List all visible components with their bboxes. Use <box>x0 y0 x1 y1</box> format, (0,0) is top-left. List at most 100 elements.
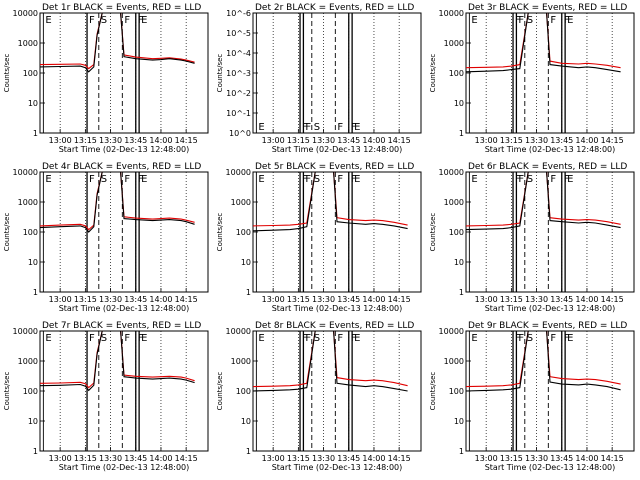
plot-frame <box>39 12 209 134</box>
y-axis-label: Counts/sec <box>429 213 437 252</box>
flag-label: F <box>564 333 570 344</box>
y-tick-label: 100 <box>449 228 464 237</box>
x-tick-label: 14:00 <box>149 454 172 463</box>
y-tick-label: 10^-6 <box>226 9 251 18</box>
flag-label: E <box>567 174 573 185</box>
x-tick-label: 14:15 <box>388 136 411 145</box>
flag-label: S <box>527 333 533 344</box>
series-line-lld <box>39 330 195 389</box>
x-tick-label: 13:45 <box>337 454 360 463</box>
y-tick-label: 10000 <box>439 168 464 177</box>
x-tick-label: 14:15 <box>175 295 198 304</box>
flag-label: E <box>567 333 573 344</box>
series-line-events <box>252 330 408 392</box>
series-line-lld <box>465 171 621 227</box>
flag-label: F <box>351 174 357 185</box>
x-axis-label: Start Time (02-Dec-13 12:48:00) <box>272 145 403 154</box>
x-axis-label: Start Time (02-Dec-13 12:48:00) <box>59 145 190 154</box>
flag-label: S <box>527 174 533 185</box>
y-tick-label: 1 <box>33 288 38 297</box>
y-tick-label: 1000 <box>231 198 251 207</box>
y-tick-label: 10000 <box>13 168 38 177</box>
x-tick-label: 14:00 <box>149 136 172 145</box>
series-line-lld <box>39 12 195 70</box>
x-tick-label: 13:00 <box>262 295 285 304</box>
x-tick-label: 13:15 <box>500 136 523 145</box>
series-line-lld <box>252 330 408 388</box>
x-tick-label: 14:00 <box>575 454 598 463</box>
flag-label: E <box>567 15 573 26</box>
series-line-events <box>252 171 408 232</box>
y-tick-label: 10 <box>454 417 464 426</box>
flag-label: E <box>141 15 147 26</box>
panel-title: Det 6r BLACK = Events, RED = LLD <box>468 162 627 172</box>
plot-frame <box>465 12 635 134</box>
x-tick-label: 14:00 <box>362 454 385 463</box>
series-line-events <box>465 330 621 392</box>
y-tick-label: 10000 <box>226 327 251 336</box>
x-tick-label: 14:15 <box>175 454 198 463</box>
y-tick-label: 10^-4 <box>226 49 251 58</box>
panel-title: Det 8r BLACK = Events, RED = LLD <box>255 321 414 331</box>
x-tick-label: 13:00 <box>262 454 285 463</box>
x-tick-label: 14:00 <box>362 136 385 145</box>
flag-label: E <box>258 174 264 185</box>
x-tick-label: 13:45 <box>124 136 147 145</box>
y-tick-label: 10000 <box>439 327 464 336</box>
y-tick-label: 1000 <box>18 198 38 207</box>
panel-title: Det 1r BLACK = Events, RED = LLD <box>42 3 201 13</box>
y-tick-label: 10 <box>28 99 38 108</box>
x-tick-label: 13:30 <box>99 454 122 463</box>
flag-label: F <box>351 122 357 133</box>
x-tick-label: 13:30 <box>525 295 548 304</box>
flag-label: F <box>515 333 521 344</box>
flag-label: F <box>515 15 521 26</box>
flag-label: F <box>518 333 524 344</box>
y-tick-label: 10000 <box>226 168 251 177</box>
series-line-lld <box>465 12 621 69</box>
flag-label: F <box>124 15 130 26</box>
y-tick-label: 10^-1 <box>226 109 251 118</box>
x-tick-label: 14:15 <box>601 295 624 304</box>
x-tick-label: 13:45 <box>124 295 147 304</box>
plot-frame <box>465 330 635 452</box>
x-tick-label: 13:30 <box>525 454 548 463</box>
y-tick-label: 10 <box>241 258 251 267</box>
y-axis-label: Counts/sec <box>3 54 11 93</box>
x-axis-label: Start Time (02-Dec-13 12:48:00) <box>485 145 616 154</box>
y-tick-label: 1 <box>246 447 251 456</box>
x-axis-label: Start Time (02-Dec-13 12:48:00) <box>485 304 616 313</box>
x-tick-label: 13:00 <box>475 295 498 304</box>
x-tick-label: 13:30 <box>525 136 548 145</box>
x-tick-label: 13:15 <box>500 454 523 463</box>
flag-label: E <box>471 174 477 185</box>
x-tick-label: 13:00 <box>49 295 72 304</box>
x-tick-label: 13:15 <box>287 454 310 463</box>
y-axis-label: Counts/sec <box>3 213 11 252</box>
panel-title: Det 9r BLACK = Events, RED = LLD <box>468 321 627 331</box>
x-axis-label: Start Time (02-Dec-13 12:48:00) <box>485 463 616 472</box>
x-tick-label: 13:15 <box>74 136 97 145</box>
series-line-events <box>39 12 195 73</box>
y-tick-label: 100 <box>23 228 38 237</box>
x-tick-label: 13:15 <box>74 454 97 463</box>
y-tick-label: 1000 <box>444 357 464 366</box>
flag-label: F <box>337 174 343 185</box>
flag-label: F <box>564 174 570 185</box>
flag-label: E <box>258 333 264 344</box>
x-tick-label: 14:15 <box>601 454 624 463</box>
flag-label: F <box>305 122 311 133</box>
series-line-events <box>465 12 621 73</box>
x-tick-label: 13:00 <box>49 454 72 463</box>
y-tick-label: 100 <box>23 387 38 396</box>
flag-label: S <box>527 15 533 26</box>
y-tick-label: 100 <box>236 387 251 396</box>
y-tick-label: 1000 <box>231 357 251 366</box>
flag-label: F <box>138 333 144 344</box>
flag-label: E <box>354 174 360 185</box>
flag-label: F <box>89 333 95 344</box>
plot-frame <box>39 330 209 452</box>
